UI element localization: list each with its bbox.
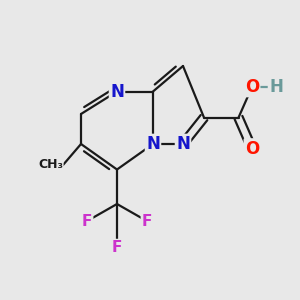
- Text: O: O: [245, 78, 259, 96]
- Text: CH₃: CH₃: [38, 158, 63, 172]
- Text: F: F: [112, 240, 122, 255]
- Text: O: O: [245, 140, 259, 158]
- Text: H: H: [269, 78, 283, 96]
- Text: F: F: [142, 214, 152, 229]
- Text: N: N: [146, 135, 160, 153]
- Text: N: N: [110, 82, 124, 100]
- Text: N: N: [176, 135, 190, 153]
- Text: F: F: [82, 214, 92, 229]
